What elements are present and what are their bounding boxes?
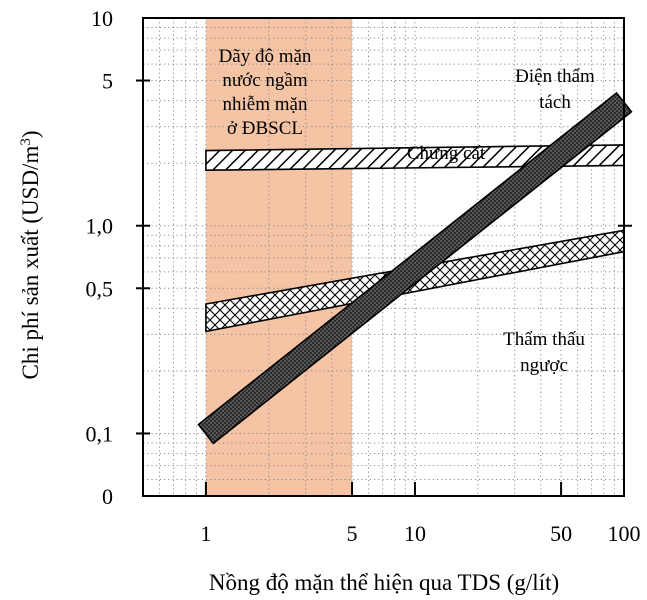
x-axis-title: Nồng độ mặn thể hiện qua TDS (g/lít) <box>209 570 559 595</box>
y-tick-label: 10 <box>91 6 113 31</box>
label-tham-thau-nguoc: Thẩm thấu ngược <box>503 329 585 376</box>
x-tick-label: 1 <box>200 521 211 546</box>
label-chung-cat: Chưng cất <box>407 143 486 164</box>
y-tick-label: 0 <box>102 484 113 509</box>
tick-labels: 1 5 10 50 100 0 0,1 0,5 1,0 5 10 <box>86 6 641 546</box>
x-tick-label: 50 <box>550 521 572 546</box>
x-tick-label: 5 <box>347 521 358 546</box>
axis-ticks <box>136 79 632 496</box>
y-axis-title: Chi phí sản xuất (USD/m3) <box>18 130 43 379</box>
label-chung-cat-line: Chưng cất <box>407 143 486 164</box>
y-tick-label: 5 <box>102 69 113 94</box>
y-axis-title-sup: 3 <box>18 138 34 146</box>
shaded-region-label-line: Dãy độ mặn <box>219 46 312 67</box>
label-dien-tham-tach: Điện thẩm tách <box>515 66 595 113</box>
y-axis-title-main: Chi phí sản xuất (USD/m <box>18 146 43 380</box>
x-tick-label: 100 <box>608 521 641 546</box>
label-dien-tham-tach-line: tách <box>539 92 571 113</box>
y-tick-label: 0,1 <box>86 421 114 446</box>
y-axis-title-close: ) <box>18 130 43 138</box>
shaded-region-label-line: nhiễm mặn <box>223 94 308 115</box>
annotations: Dãy độ mặn nước ngầm nhiễm mặn ở ĐBSCL Chưng… <box>219 46 595 376</box>
shaded-region-label-line: ở ĐBSCL <box>227 118 303 139</box>
y-tick-label: 1,0 <box>86 214 114 239</box>
x-tick-label: 10 <box>404 521 426 546</box>
band-dien-tham-tach <box>197 91 633 445</box>
label-tham-thau-nguoc-line: Thẩm thấu <box>503 329 585 350</box>
plot-frame <box>142 17 625 497</box>
label-tham-thau-nguoc-line: ngược <box>520 355 568 376</box>
shaded-region-label: Dãy độ mặn nước ngầm nhiễm mặn ở ĐBSCL <box>219 46 312 139</box>
shaded-region-label-line: nước ngầm <box>222 70 307 91</box>
y-tick-label: 0,5 <box>86 276 114 301</box>
label-dien-tham-tach-line: Điện thẩm <box>515 66 595 87</box>
